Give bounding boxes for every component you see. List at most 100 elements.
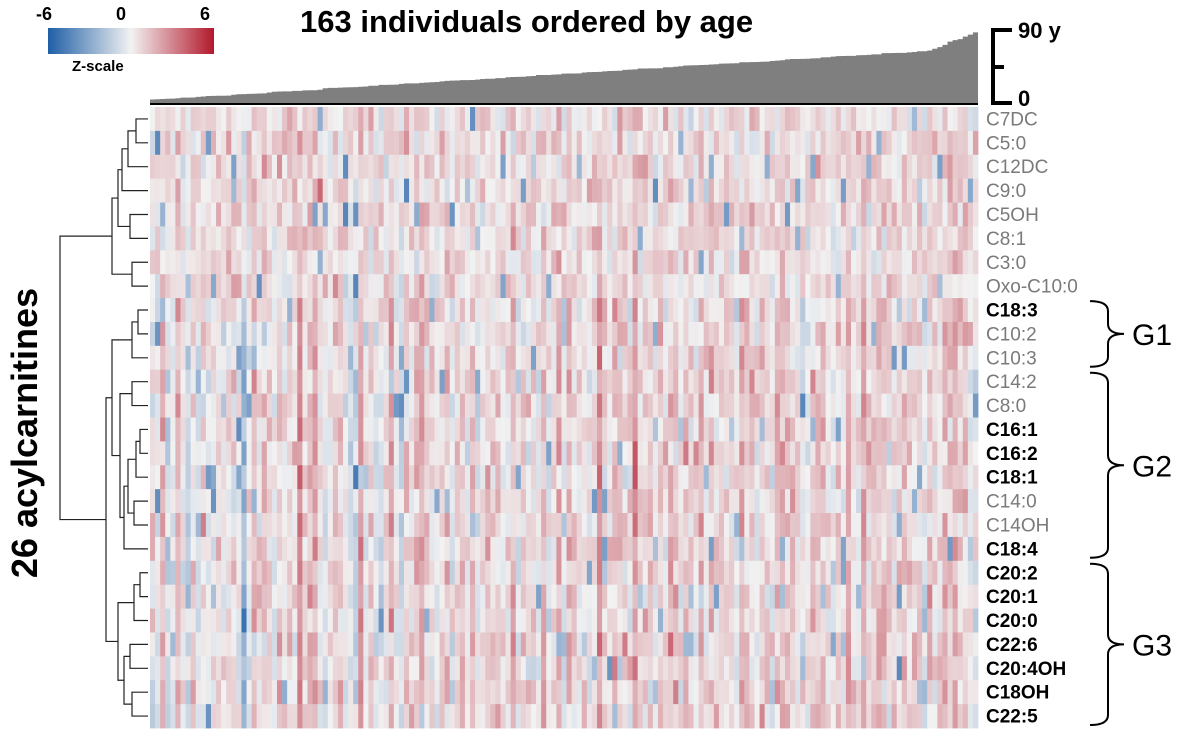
heatmap-cell [515, 130, 522, 156]
heatmap-cell [505, 441, 512, 466]
heatmap-cell [515, 513, 522, 538]
heatmap-cell [632, 298, 639, 323]
heatmap-cell [937, 202, 943, 227]
heatmap-cell [276, 465, 283, 490]
heatmap-cell [632, 489, 639, 514]
heatmap-cell [617, 704, 623, 729]
heatmap-cell [266, 536, 273, 562]
heatmap-cell [962, 560, 969, 586]
heatmap-cell [393, 656, 400, 681]
heatmap-cell [591, 632, 598, 657]
heatmap-cell [673, 656, 679, 681]
heatmap-cell [210, 393, 217, 418]
heatmap-cell [383, 154, 390, 180]
heatmap-cell [510, 178, 517, 203]
heatmap-cell [495, 154, 501, 180]
heatmap-cell [556, 417, 562, 442]
heatmap-cell [729, 536, 735, 562]
heatmap-cell [962, 250, 969, 275]
heatmap-cell [927, 178, 933, 203]
heatmap-cell [917, 584, 923, 609]
heatmap-cell [881, 202, 887, 227]
heatmap-cell [922, 369, 928, 395]
heatmap-cell [881, 393, 887, 418]
heatmap-cell [637, 632, 644, 657]
heatmap-cell [612, 513, 618, 538]
heatmap-cell [175, 584, 181, 609]
heatmap-cell [571, 656, 578, 681]
heatmap-cell [952, 513, 959, 538]
heatmap-cell [713, 345, 720, 371]
heatmap-cell [439, 321, 446, 347]
heatmap-cell [871, 489, 877, 514]
heatmap-cell [449, 584, 456, 609]
heatmap-cell [815, 393, 821, 418]
heatmap-cell [500, 274, 506, 299]
heatmap-cell [307, 417, 313, 442]
heatmap-cell [581, 298, 588, 323]
heatmap-cell [901, 226, 908, 251]
heatmap-cell [805, 154, 811, 180]
heatmap-cell [221, 250, 227, 275]
heatmap-cell [724, 369, 730, 395]
heatmap-cell [261, 632, 268, 657]
heatmap-cell [251, 608, 258, 633]
heatmap-cell [551, 704, 557, 729]
heatmap-cell [576, 321, 583, 347]
heatmap-cell [795, 250, 801, 275]
heatmap-cell [825, 441, 832, 466]
heatmap-cell [800, 345, 806, 371]
heatmap-cell [947, 584, 953, 609]
heatmap-cell [718, 250, 725, 275]
heatmap-cell [475, 226, 481, 251]
heatmap-cell [429, 536, 435, 562]
heatmap-cell [398, 417, 405, 442]
heatmap-cell [703, 298, 710, 323]
heatmap-cell [373, 130, 379, 156]
heatmap-cell [840, 321, 847, 347]
heatmap-cell [927, 560, 933, 586]
heatmap-cell [647, 345, 654, 371]
heatmap-cell [591, 584, 598, 609]
heatmap-cell [805, 584, 811, 609]
heatmap-cell [718, 369, 725, 395]
heatmap-cell [749, 226, 755, 251]
heatmap-cell [495, 656, 501, 681]
heatmap-cell [530, 632, 537, 657]
heatmap-cell [591, 536, 598, 562]
heatmap-cell [769, 345, 776, 371]
heatmap-cell [708, 536, 715, 562]
heatmap-cell [637, 274, 644, 299]
heatmap-cell [795, 680, 801, 705]
heatmap-cell [348, 393, 354, 418]
heatmap-cell [409, 608, 415, 633]
heatmap-cell [464, 680, 471, 705]
heatmap-cell [205, 369, 212, 395]
heatmap-cell [886, 584, 893, 609]
heatmap-cell [967, 536, 974, 562]
heatmap-cell [276, 584, 283, 609]
heatmap-cell [536, 632, 542, 657]
heatmap-cell [373, 465, 379, 490]
heatmap-cell [952, 560, 959, 586]
heatmap-cell [292, 632, 298, 657]
heatmap-cell [657, 584, 664, 609]
heatmap-cell [871, 321, 877, 347]
heatmap-cell [525, 513, 532, 538]
heatmap-cell [602, 321, 608, 347]
heatmap-cell [708, 680, 715, 705]
heatmap-cell [906, 465, 913, 490]
heatmap-cell [302, 130, 308, 156]
heatmap-cell [485, 632, 491, 657]
heatmap-cell [586, 560, 593, 586]
heatmap-cell [536, 369, 542, 395]
heatmap-cell [409, 536, 415, 562]
heatmap-cell [673, 130, 679, 156]
heatmap-cell [297, 393, 303, 418]
heatmap-cell [363, 202, 369, 227]
heatmap-cell [226, 465, 232, 490]
heatmap-cell [769, 536, 776, 562]
heatmap-cell [170, 680, 176, 705]
heatmap-cell [353, 250, 359, 275]
heatmap-cell [185, 704, 192, 729]
